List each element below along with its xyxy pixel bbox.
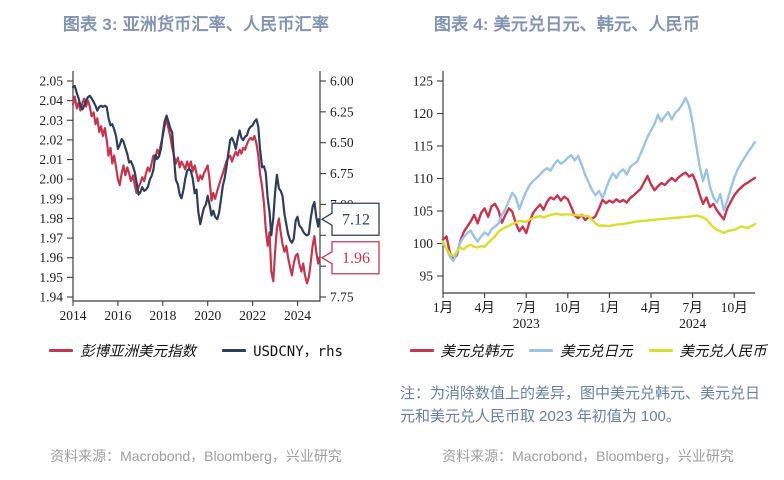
tick-label: 2023 (513, 316, 540, 330)
legend-item-usdkrw: 美元兑韩元 (409, 340, 514, 361)
tick-label: 2018 (149, 308, 176, 323)
legend-label: 彭博亚洲美元指数 (80, 344, 197, 360)
tick-label: 105 (413, 204, 434, 219)
tick-label: 4月 (474, 300, 494, 315)
figure3-panel: 图表 3: 亚洲货币汇率、人民币汇率 2.05 2.04 2.03 2.02 2.01 2… (0, 15, 392, 464)
tick-label: 2.00 (39, 172, 63, 187)
tick-label: 1.96 (342, 250, 370, 267)
legend-swatch-blue-line (529, 349, 553, 352)
tick-label: 110 (413, 171, 433, 186)
legend-item-usdjpy: 美元兑日元 (529, 340, 633, 361)
figure4-source: 资料来源：Macrobond，Bloomberg，兴业研究 (442, 448, 734, 464)
tick-label: 1.97 (39, 231, 63, 246)
tick-label: 7.12 (342, 212, 370, 229)
tick-label: 2.05 (39, 74, 63, 89)
tick-label: 6.75 (330, 166, 354, 181)
figure4-note: 注：为消除数值上的差异，图中美元兑韩元、美元兑日元和美元兑人民币取 2023 年… (400, 385, 761, 426)
tick-label: 2014 (60, 308, 87, 323)
legend-label: 美元兑人民币 (679, 344, 767, 360)
tick-label: 1.98 (39, 211, 63, 226)
series-line-美元兑人民币 (441, 212, 757, 258)
legend-swatch-red-line (409, 349, 434, 352)
series-line-美元兑日元 (441, 96, 757, 263)
tick-label: 2.02 (39, 132, 63, 147)
tick-label: 2024 (679, 316, 706, 330)
tick-label: 6.25 (330, 104, 354, 119)
tick-label: 4月 (641, 300, 661, 315)
legend-item-usdcny: USDCNY，rhs (222, 341, 343, 361)
figure3-source: 资料来源：Macrobond，Bloomberg，兴业研究 (50, 448, 342, 464)
series-line-USDCNY，rhs (71, 84, 320, 244)
tick-label: 1.95 (39, 270, 63, 285)
tick-label: 1月 (599, 300, 619, 315)
tick-label: 100 (413, 236, 434, 251)
tick-label: 2.03 (39, 113, 63, 128)
series-line-彭博亚洲美元指数 (71, 95, 320, 285)
tick-label: 7月 (682, 300, 702, 315)
tick-label: 1.94 (39, 290, 63, 305)
figure4-legend: 美元兑韩元 美元兑日元 美元兑人民币 (392, 340, 784, 361)
callout-box-1.96 (320, 241, 380, 275)
legend-item-usdcny: 美元兑人民币 (648, 340, 767, 361)
figure4-panel: 图表 4: 美元兑日元、韩元、人民币 125 120 115 110 105 100 95 1… (392, 0, 784, 480)
figure4-title: 图表 4: 美元兑日元、韩元、人民币 (433, 15, 701, 34)
tick-label: 7.75 (330, 290, 354, 305)
tick-label: 2024 (284, 308, 311, 323)
tick-label: 1.96 (39, 250, 63, 265)
figure3-legend: 彭博亚洲美元指数 USDCNY，rhs (0, 340, 392, 361)
legend-label: 美元兑韩元 (440, 344, 514, 360)
figure4-line-chart: 125 120 115 110 105 100 95 1月 4月 7月 10月 1月 4月 7月 10月 20… (413, 71, 757, 330)
legend-item-asia-dollar-index: 彭博亚洲美元指数 (49, 340, 196, 361)
tick-label: 7月 (516, 300, 536, 315)
tick-label: 2.01 (39, 152, 63, 167)
legend-swatch-navy-line (222, 349, 247, 352)
tick-label: 10月 (721, 300, 748, 315)
tick-label: 1.99 (39, 191, 63, 206)
legend-label: 美元兑日元 (560, 344, 633, 360)
tick-label: 10月 (554, 300, 581, 315)
axis-frame (72, 71, 321, 302)
legend-label: USDCNY，rhs (253, 343, 343, 360)
tick-label: 125 (413, 74, 434, 89)
legend-swatch-red-line (49, 349, 74, 352)
figure3-line-chart: 2.05 2.04 2.03 2.02 2.01 2.00 1.99 1.98 1.97 1.96… (39, 71, 380, 323)
tick-label: 6.00 (330, 74, 354, 89)
tick-label: 2020 (194, 308, 221, 323)
tick-label: 95 (420, 269, 434, 284)
series-line-美元兑韩元 (441, 171, 757, 261)
callout-box-7.12 (320, 202, 380, 236)
legend-swatch-yellow-line (648, 349, 673, 352)
tick-label: 2022 (239, 308, 266, 323)
tick-label: 6.50 (330, 135, 354, 150)
tick-label: 1月 (433, 300, 453, 315)
tick-label: 120 (413, 106, 434, 121)
figure3-title: 图表 3: 亚洲货币汇率、人民币汇率 (62, 15, 330, 34)
tick-label: 115 (413, 139, 433, 154)
tick-label: 2016 (104, 308, 131, 323)
tick-label: 2.04 (39, 93, 63, 108)
